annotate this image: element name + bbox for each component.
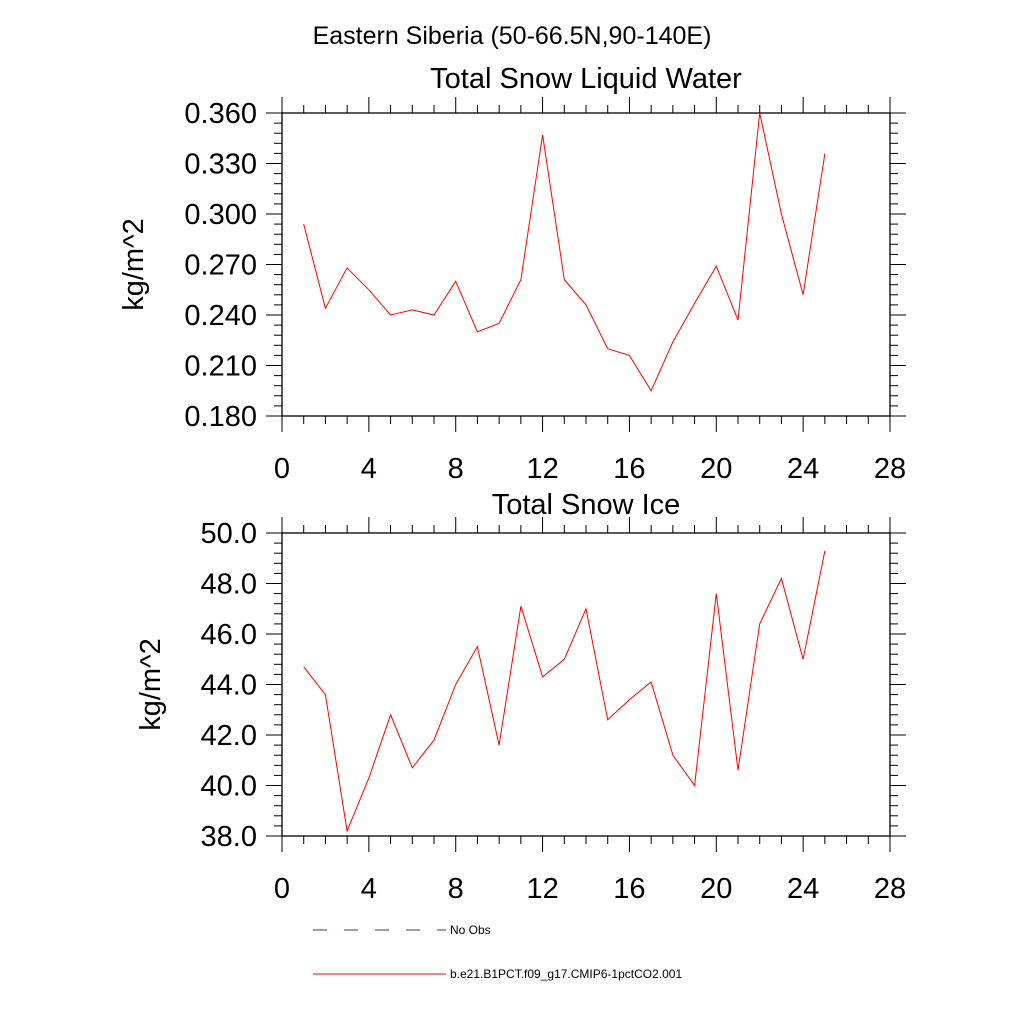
- y-tick-label: 0.180: [184, 401, 257, 433]
- x-tick-label: 8: [448, 453, 464, 485]
- chart-title: Total Snow Liquid Water: [430, 63, 742, 95]
- y-axis-label: kg/m^2: [118, 218, 150, 311]
- y-tick-label: 0.270: [184, 250, 257, 282]
- x-tick-label: 24: [787, 873, 819, 905]
- x-tick-label: 16: [613, 873, 645, 905]
- y-tick-label: 0.210: [184, 351, 257, 383]
- x-tick-label: 0: [274, 453, 290, 485]
- y-tick-label: 0.240: [184, 300, 257, 332]
- series-line-1: [303, 112, 826, 392]
- legend-label-1: No Obs: [450, 923, 491, 937]
- series-line-1: [303, 550, 826, 833]
- x-tick-label: 0: [274, 873, 290, 905]
- x-tick-label: 16: [613, 453, 645, 485]
- chart-panel-1: Total Snow Liquid Water kg/m^2 0 4 8 12 16 20 24…: [118, 63, 906, 485]
- x-tick-label: 4: [361, 453, 377, 485]
- y-tick-label: 40.0: [201, 771, 257, 803]
- y-tick-label: 44.0: [201, 670, 257, 702]
- x-tick-label: 12: [526, 453, 558, 485]
- figure-suptitle: Eastern Siberia (50-66.5N,90-140E): [313, 22, 712, 50]
- x-tick-label: 8: [448, 873, 464, 905]
- y-axis-label: kg/m^2: [135, 638, 167, 731]
- y-tick-label: 0.300: [184, 199, 257, 231]
- y-tick-label: 0.330: [184, 149, 257, 181]
- chart-panel-2: Total Snow Ice kg/m^2 0 4 8 12 16 20 24 28 38.0 40.…: [135, 489, 906, 905]
- y-tick-label: 46.0: [201, 619, 257, 651]
- y-tick-label: 0.360: [184, 98, 257, 130]
- legend-label-2: b.e21.B1PCT.f09_g17.CMIP6-1pctCO2.001: [450, 967, 682, 981]
- x-tick-label: 20: [700, 453, 732, 485]
- y-tick-label: 38.0: [201, 821, 257, 853]
- x-tick-label: 12: [526, 873, 558, 905]
- x-tick-label: 24: [787, 453, 819, 485]
- plot-frame: [281, 112, 891, 417]
- plot-frame: [281, 532, 891, 837]
- x-tick-label: 4: [361, 873, 377, 905]
- x-tick-label: 20: [700, 873, 732, 905]
- panels: Total Snow Liquid Water kg/m^2 0 4 8 12 16 20 24…: [118, 63, 906, 905]
- x-tick-label: 28: [874, 453, 906, 485]
- x-tick-label: 28: [874, 873, 906, 905]
- y-tick-label: 48.0: [201, 569, 257, 601]
- y-tick-label: 42.0: [201, 720, 257, 752]
- legend: No Obs b.e21.B1PCT.f09_g17.CMIP6-1pctCO2.…: [313, 923, 682, 981]
- y-tick-label: 50.0: [201, 518, 257, 550]
- chart-title: Total Snow Ice: [492, 489, 681, 521]
